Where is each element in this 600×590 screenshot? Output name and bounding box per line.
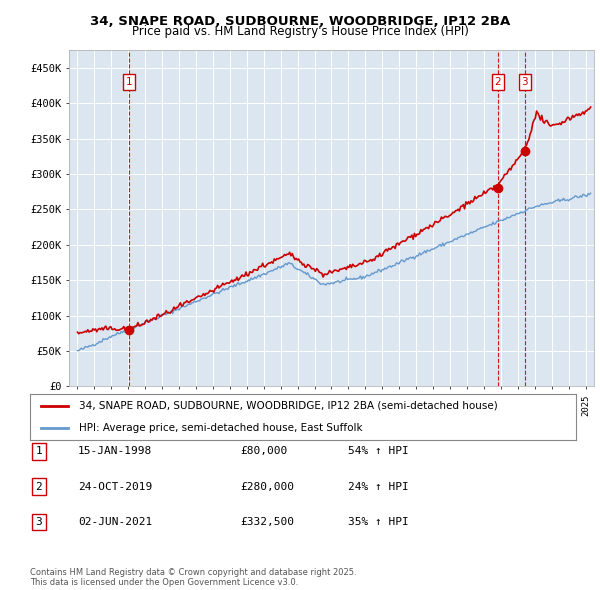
Text: HPI: Average price, semi-detached house, East Suffolk: HPI: Average price, semi-detached house,… <box>79 423 363 433</box>
Text: 54% ↑ HPI: 54% ↑ HPI <box>348 447 409 456</box>
Text: 2: 2 <box>35 482 43 491</box>
Text: £332,500: £332,500 <box>240 517 294 527</box>
Text: £280,000: £280,000 <box>240 482 294 491</box>
Text: 02-JUN-2021: 02-JUN-2021 <box>78 517 152 527</box>
Text: 34, SNAPE ROAD, SUDBOURNE, WOODBRIDGE, IP12 2BA: 34, SNAPE ROAD, SUDBOURNE, WOODBRIDGE, I… <box>90 15 510 28</box>
Text: 35% ↑ HPI: 35% ↑ HPI <box>348 517 409 527</box>
Text: Price paid vs. HM Land Registry's House Price Index (HPI): Price paid vs. HM Land Registry's House … <box>131 25 469 38</box>
Text: 15-JAN-1998: 15-JAN-1998 <box>78 447 152 456</box>
Text: 24-OCT-2019: 24-OCT-2019 <box>78 482 152 491</box>
Text: £80,000: £80,000 <box>240 447 287 456</box>
Text: 1: 1 <box>35 447 43 456</box>
Text: 3: 3 <box>35 517 43 527</box>
Text: 34, SNAPE ROAD, SUDBOURNE, WOODBRIDGE, IP12 2BA (semi-detached house): 34, SNAPE ROAD, SUDBOURNE, WOODBRIDGE, I… <box>79 401 498 411</box>
Text: 3: 3 <box>521 77 528 87</box>
Text: 1: 1 <box>125 77 132 87</box>
Text: Contains HM Land Registry data © Crown copyright and database right 2025.
This d: Contains HM Land Registry data © Crown c… <box>30 568 356 587</box>
Text: 24% ↑ HPI: 24% ↑ HPI <box>348 482 409 491</box>
Text: 2: 2 <box>494 77 501 87</box>
